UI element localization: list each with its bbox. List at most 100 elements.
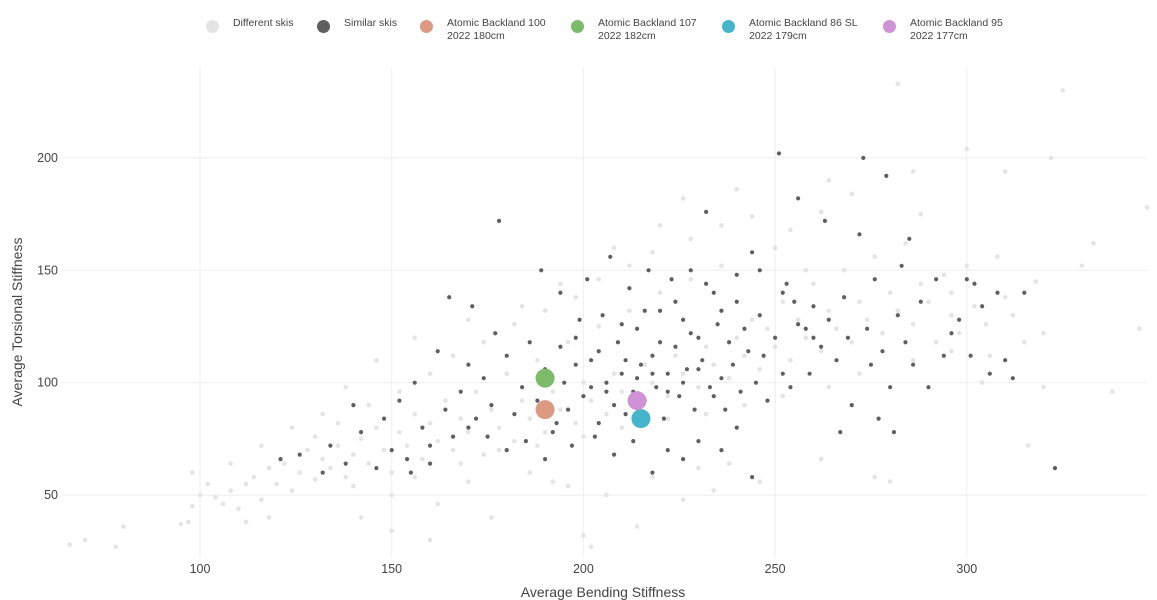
different-ski-point [519,398,525,403]
similar-ski-point [780,371,785,376]
different-ski-point [236,506,241,511]
different-ski-point [983,321,989,327]
legend-item-backland-107[interactable]: Atomic Backland 107 2022 182cm [571,17,697,43]
similar-ski-point [554,421,559,426]
different-ski-point [910,321,916,327]
similar-ski-point [1022,290,1027,295]
different-ski-point [297,470,303,475]
different-ski-point [650,250,655,255]
similar-ski-point [803,326,808,331]
different-ski-point [466,317,471,323]
different-ski-point [443,398,448,403]
different-ski-point [803,267,809,273]
different-ski-point [650,474,655,480]
similar-ski-point [692,407,697,412]
different-ski-point [818,456,824,462]
legend-item-backland-86[interactable]: Atomic Backland 86 SL 2022 179cm [722,17,858,43]
legend: Different skis Similar skis Atomic Backlan… [0,17,1157,49]
different-ski-point [190,470,195,475]
similar-ski-point [665,389,670,394]
different-ski-point [335,443,341,448]
different-ski-point [703,344,709,350]
similar-ski-point [819,344,824,349]
different-ski-point [473,389,479,394]
similar-ski-point [650,470,655,475]
similar-ski-point [611,403,617,408]
different-ski-point [918,281,924,287]
similar-ski-point [657,340,663,345]
similar-ski-point [343,461,348,466]
different-ski-point [573,420,579,426]
different-ski-point [427,371,433,376]
similar-ski-point [539,268,544,273]
legend-label: Atomic Backland 86 SL 2022 179cm [749,17,858,42]
different-ski-point [542,308,548,314]
legend-item-different[interactable]: Different skis [206,17,294,33]
different-ski-point [335,420,341,426]
different-ski-point [351,483,356,489]
different-ski-point [581,434,586,439]
similar-ski-point [703,281,709,286]
similar-ski-point [657,308,663,313]
similar-ski-point [792,299,797,304]
different-ski-point [734,187,740,192]
y-tick-label: 100 [37,376,58,390]
different-ski-point [811,281,816,287]
different-ski-point [289,488,295,493]
different-ski-point [243,519,249,525]
different-ski-point [228,488,233,493]
different-ski-point [826,384,832,390]
y-tick-label: 50 [44,488,58,502]
different-ski-point [742,402,747,408]
similar-ski-point [320,470,325,475]
similar-ski-point [458,389,463,394]
similar-ski-point [788,385,793,390]
similar-ski-point [381,416,387,421]
different-ski-point [596,324,602,329]
similar-ski-point [884,173,889,178]
different-ski-point [489,515,494,520]
different-ski-point [734,335,740,341]
similar-ski-point [964,277,969,282]
different-ski-point [749,214,755,219]
different-ski-point [818,209,824,215]
different-ski-point [581,380,586,385]
similar-ski-point [619,371,624,376]
different-ski-point [588,544,594,550]
different-ski-point [803,335,809,341]
y-axis-ticks: 50 100 150 200 [37,151,58,502]
legend-item-similar[interactable]: Similar skis [317,17,397,33]
different-ski-point [627,308,632,314]
different-ski-point [527,470,533,475]
similar-ski-point [980,304,985,309]
x-axis-ticks: 100 150 200 250 300 [190,562,978,576]
similar-ski-point [1010,376,1015,381]
different-ski-point [719,263,724,269]
similar-ski-point [780,290,785,295]
legend-label: Atomic Backland 107 2022 182cm [598,17,697,42]
legend-item-backland-100[interactable]: Atomic Backland 100 2022 180cm [420,17,546,43]
legend-item-backland-95[interactable]: Atomic Backland 95 2022 177cm [883,17,1003,43]
different-ski-point [435,501,441,507]
different-ski-point [680,497,686,502]
legend-swatch [883,20,896,33]
different-ski-point [1041,384,1046,390]
similar-ski-point [911,362,916,367]
different-ski-point [742,353,747,359]
x-tick-label: 100 [190,562,211,576]
different-ski-point [772,245,778,251]
similar-ski-point [703,209,709,214]
similar-ski-point [565,407,571,412]
similar-ski-point [485,434,490,439]
different-ski-point [1033,279,1039,284]
similar-ski-point [696,439,701,444]
different-ski-point [358,436,364,442]
different-ski-point [588,398,594,403]
similar-ski-point [650,353,655,358]
different-ski-point [458,461,464,466]
similar-ski-point [496,218,502,223]
different-ski-point [895,81,901,87]
different-ski-point [711,362,717,367]
similar-ski-point [1003,358,1008,363]
different-ski-point [949,348,954,354]
